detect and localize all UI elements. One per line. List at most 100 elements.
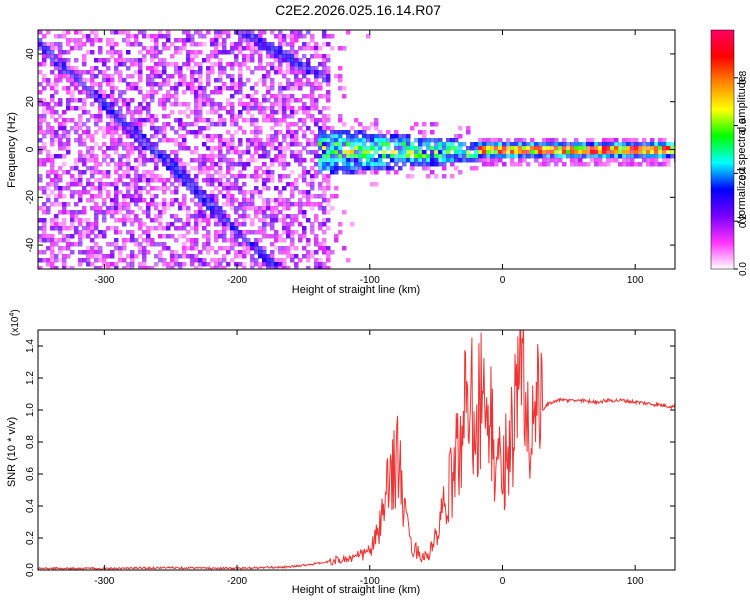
spectrogram-cell	[306, 94, 311, 99]
spectrogram-cell	[58, 122, 63, 127]
spectrogram-cell	[226, 214, 231, 219]
spectrogram-cell	[166, 234, 171, 239]
spectrogram-cell	[98, 206, 103, 211]
spectrogram-cell	[222, 142, 227, 147]
spectrogram-cell	[586, 138, 591, 143]
spectrogram-cell	[310, 150, 315, 155]
spectrogram-cell	[594, 158, 599, 163]
spectrogram-cell	[190, 78, 195, 83]
spectrogram-cell	[190, 178, 195, 183]
spectrogram-cell	[614, 146, 619, 151]
spectrogram-cell	[46, 206, 51, 211]
snr-y-scale-close: )	[10, 309, 21, 312]
spectrogram-cell	[214, 170, 219, 175]
spectrogram-cell	[518, 158, 523, 163]
spectrogram-cell	[222, 174, 227, 179]
spectrogram-cell	[486, 154, 491, 159]
spectrogram-cell	[218, 258, 223, 263]
spectrogram-cell	[70, 106, 75, 111]
spectrogram-cell	[290, 186, 295, 191]
spectrogram-cell	[150, 202, 155, 207]
spectrogram-cell	[326, 42, 331, 47]
spectrogram-cell	[170, 170, 175, 175]
spectrogram-cell	[42, 190, 47, 195]
spectrogram-cell	[230, 222, 235, 227]
spectrogram-cell	[186, 170, 191, 175]
spectrogram-cell	[250, 42, 255, 47]
spectrogram-cell	[114, 146, 119, 151]
spectrogram-cell	[206, 218, 211, 223]
spectrogram-cell	[282, 218, 287, 223]
spectrogram-cell	[238, 142, 243, 147]
spectrogram-cell	[122, 130, 127, 135]
spectrogram-cell	[286, 114, 291, 119]
spectrogram-cell	[374, 166, 379, 171]
spectrogram-cell	[302, 134, 307, 139]
spectrogram-cell	[102, 130, 107, 135]
spectrogram-cell	[150, 154, 155, 159]
spectrogram-cell	[554, 146, 559, 151]
spectrogram-cell	[82, 190, 87, 195]
spectrogram-cell	[294, 138, 299, 143]
spectrogram-cell	[186, 254, 191, 259]
spectrogram-cell	[54, 46, 59, 51]
spectrogram-cell	[82, 234, 87, 239]
spectrogram-cell	[574, 150, 579, 155]
y-tick-label: -20	[25, 190, 36, 205]
spectrogram-cell	[174, 170, 179, 175]
spectrogram-cell	[294, 186, 299, 191]
spectrogram-cell	[618, 142, 623, 147]
spectrogram-cell	[194, 70, 199, 75]
spectrogram-cell	[490, 138, 495, 143]
spectrogram-cell	[194, 86, 199, 91]
spectrogram-cell	[90, 90, 95, 95]
spectrogram-cell	[46, 126, 51, 131]
spectrogram-cell	[126, 34, 131, 39]
spectrogram-cell	[102, 62, 107, 67]
spectrogram-cell	[138, 110, 143, 115]
spectrogram-cell	[94, 158, 99, 163]
spectrogram-cell	[126, 174, 131, 179]
spectrogram-cell	[210, 246, 215, 251]
spectrogram-cell	[618, 146, 623, 151]
spectrogram-cell	[274, 46, 279, 51]
spectrogram-cell	[662, 150, 667, 155]
spectrogram-cell	[150, 194, 155, 199]
spectrogram-cell	[38, 206, 43, 211]
spectrogram-cell	[342, 170, 347, 175]
spectrogram-cells	[38, 30, 675, 269]
spectrogram-cell	[238, 262, 243, 267]
spectrogram-cell	[238, 138, 243, 143]
spectrogram-cell	[62, 162, 67, 167]
spectrogram-cell	[310, 222, 315, 227]
spectrogram-cell	[142, 246, 147, 251]
spectrogram-cell	[286, 226, 291, 231]
spectrogram-cell	[394, 158, 399, 163]
spectrogram-cell	[342, 138, 347, 143]
spectrogram-cell	[62, 50, 67, 55]
spectrogram-cell	[318, 62, 323, 67]
spectrogram-cell	[462, 158, 467, 163]
spectrogram-cell	[182, 246, 187, 251]
spectrogram-cell	[650, 158, 655, 163]
spectrogram-cell	[198, 170, 203, 175]
spectrogram-cell	[202, 242, 207, 247]
spectrogram-cell	[98, 162, 103, 167]
spectrogram-cell	[306, 114, 311, 119]
spectrogram-cell	[262, 198, 267, 203]
spectrogram-cell	[174, 226, 179, 231]
spectrogram-cell	[162, 66, 167, 71]
spectrogram-cell	[118, 162, 123, 167]
spectrogram-cell	[278, 82, 283, 87]
spectrogram-cell	[66, 234, 71, 239]
spectrogram-cell	[642, 146, 647, 151]
spectrogram-cell	[166, 158, 171, 163]
spectrogram-cell	[394, 138, 399, 143]
spectrogram-cell	[430, 170, 435, 175]
spectrogram-cell	[254, 42, 259, 47]
spectrogram-cell	[126, 74, 131, 79]
spectrogram-cell	[314, 262, 319, 267]
spectrogram-cell	[402, 134, 407, 139]
spectrogram-cell	[282, 110, 287, 115]
spectrogram-cell	[250, 34, 255, 39]
